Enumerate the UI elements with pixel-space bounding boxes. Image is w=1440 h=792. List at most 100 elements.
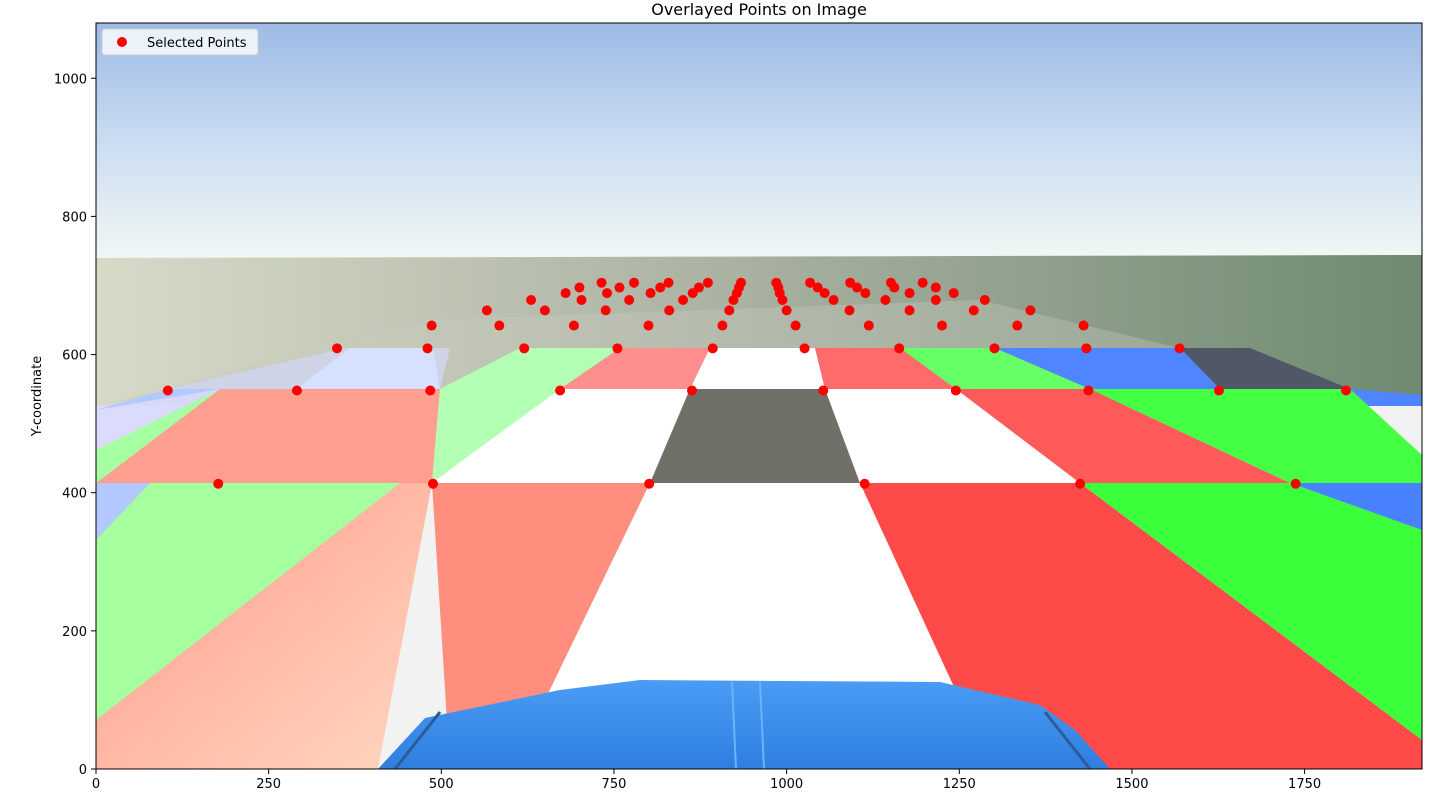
selected-point — [628, 277, 639, 288]
selected-point — [930, 282, 941, 293]
selected-point — [844, 305, 855, 316]
selected-point — [860, 288, 871, 299]
y-tick-label: 200 — [62, 625, 87, 640]
selected-point — [894, 343, 905, 354]
selected-point — [213, 478, 224, 489]
selected-point — [494, 320, 505, 331]
selected-point — [602, 288, 613, 299]
scatter-points — [162, 277, 1352, 489]
x-tick-label: 750 — [602, 777, 627, 792]
selected-point — [979, 294, 990, 305]
selected-point — [693, 282, 704, 293]
x-tick-label: 250 — [256, 777, 281, 792]
selected-point — [425, 385, 436, 396]
selected-point — [600, 305, 611, 316]
selected-point — [771, 277, 782, 288]
legend-marker — [117, 37, 127, 47]
selected-point — [568, 320, 579, 331]
selected-point — [596, 277, 607, 288]
selected-point — [687, 385, 698, 396]
selected-point — [904, 288, 915, 299]
selected-point — [1341, 385, 1352, 396]
selected-point — [863, 320, 874, 331]
x-tick-label: 1500 — [1115, 777, 1148, 792]
x-tick-label: 1750 — [1288, 777, 1321, 792]
selected-point — [818, 385, 829, 396]
selected-point — [828, 294, 839, 305]
selected-point — [426, 320, 437, 331]
y-tick-label: 600 — [62, 349, 87, 364]
legend-box — [101, 28, 259, 56]
selected-point — [1213, 385, 1224, 396]
selected-point — [1078, 320, 1089, 331]
selected-point — [663, 277, 674, 288]
selected-point — [880, 294, 891, 305]
selected-point — [885, 277, 896, 288]
selected-point — [736, 277, 747, 288]
selected-point — [1083, 385, 1094, 396]
selected-point — [1075, 478, 1086, 489]
background-road-image — [96, 23, 1422, 769]
selected-point — [948, 288, 959, 299]
selected-point — [717, 320, 728, 331]
x-tick-label: 1250 — [943, 777, 976, 792]
selected-point — [1025, 305, 1036, 316]
y-tick-label: 0 — [79, 763, 87, 778]
selected-point — [799, 343, 810, 354]
selected-point — [664, 305, 675, 316]
selected-point — [291, 385, 302, 396]
selected-point — [555, 385, 566, 396]
y-tick-label: 800 — [62, 210, 87, 225]
selected-point — [707, 343, 718, 354]
selected-point — [724, 305, 735, 316]
selected-point — [819, 288, 830, 299]
selected-point — [644, 478, 655, 489]
selected-point — [968, 305, 979, 316]
y-axis-ticks: 0 200 400 600 800 1000 — [54, 72, 96, 778]
selected-point — [950, 385, 961, 396]
selected-point — [812, 282, 823, 293]
x-tick-label: 0 — [92, 777, 100, 792]
selected-point — [845, 277, 856, 288]
selected-point — [790, 320, 801, 331]
selected-point — [332, 343, 343, 354]
x-axis-ticks: 0 250 500 750 1000 1250 1500 1750 — [92, 769, 1321, 792]
selected-point — [655, 282, 666, 293]
selected-point — [576, 294, 587, 305]
selected-point — [481, 305, 492, 316]
selected-point — [1174, 343, 1185, 354]
selected-point — [1081, 343, 1092, 354]
selected-point — [989, 343, 1000, 354]
selected-point — [702, 277, 713, 288]
chart-title: Overlayed Points on Image — [651, 0, 867, 19]
selected-point — [162, 385, 173, 396]
selected-point — [678, 294, 689, 305]
selected-point — [805, 277, 816, 288]
y-tick-label: 400 — [62, 487, 87, 502]
selected-point — [519, 343, 530, 354]
y-axis-label: Y-coordinate — [30, 356, 45, 437]
selected-point — [526, 294, 537, 305]
selected-point — [574, 282, 585, 293]
selected-point — [859, 478, 870, 489]
legend: Selected Points — [101, 28, 259, 56]
selected-point — [422, 343, 433, 354]
selected-point — [645, 288, 656, 299]
selected-point — [937, 320, 948, 331]
selected-point — [1290, 478, 1301, 489]
selected-point — [917, 277, 928, 288]
x-tick-label: 500 — [429, 777, 454, 792]
selected-point — [539, 305, 550, 316]
selected-point — [1012, 320, 1023, 331]
y-tick-label: 1000 — [54, 72, 87, 87]
plot-frame — [95, 22, 1423, 770]
selected-point — [428, 478, 439, 489]
selected-point — [612, 343, 623, 354]
selected-point — [781, 305, 792, 316]
selected-point — [643, 320, 654, 331]
selected-point — [560, 288, 571, 299]
selected-point — [930, 294, 941, 305]
selected-point — [904, 305, 915, 316]
x-tick-label: 1000 — [770, 777, 803, 792]
